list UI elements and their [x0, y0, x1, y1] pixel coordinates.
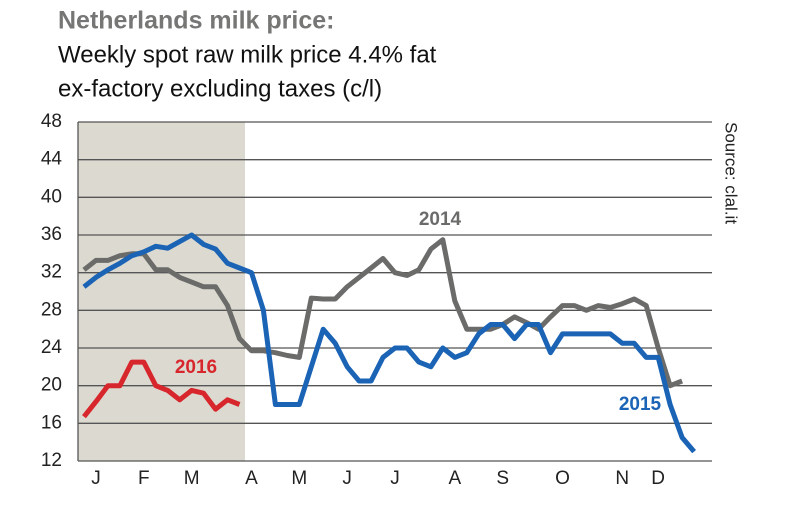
x-tick-label: A — [448, 468, 461, 489]
chart-subtitle: ex-factory excluding taxes (c/l) — [58, 75, 382, 102]
x-tick-label: O — [555, 468, 570, 489]
y-tick-label: 44 — [41, 149, 63, 170]
series-line — [82, 232, 697, 454]
series-line — [82, 237, 684, 389]
x-tick-label: J — [390, 468, 400, 489]
x-tick-label: M — [291, 468, 307, 489]
y-tick-label: 12 — [41, 450, 62, 471]
y-tick-label: 20 — [41, 375, 62, 396]
series-label: 2015 — [619, 394, 662, 415]
x-tick-label: M — [184, 468, 200, 489]
x-tick-label: J — [342, 468, 352, 489]
series-label: 2014 — [419, 209, 462, 230]
y-tick-label: 28 — [41, 299, 62, 320]
chart-title: Netherlands milk price: — [58, 7, 334, 35]
x-tick-label: S — [496, 468, 509, 489]
x-tick-label: F — [138, 468, 150, 489]
series-line — [82, 359, 241, 419]
y-tick-label: 40 — [41, 186, 62, 207]
chart-subtitle: Weekly spot raw milk price 4.4% fat — [58, 41, 437, 68]
source-note: Source: clal.it — [722, 122, 741, 224]
y-tick-label: 16 — [41, 412, 62, 433]
x-tick-label: D — [651, 468, 665, 489]
y-tick-label: 24 — [41, 337, 63, 358]
x-tick-label: A — [245, 468, 258, 489]
x-tick-label: J — [91, 468, 101, 489]
y-tick-label: 48 — [41, 111, 62, 132]
y-tick-label: 32 — [41, 262, 62, 283]
x-tick-label: N — [615, 468, 629, 489]
y-tick-label: 36 — [41, 224, 62, 245]
series-label: 2016 — [175, 357, 217, 378]
